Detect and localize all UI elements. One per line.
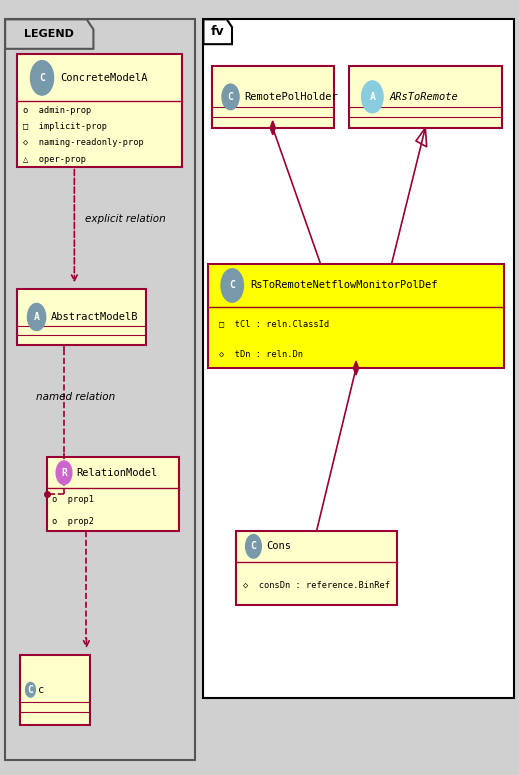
FancyBboxPatch shape <box>20 655 90 725</box>
Text: □  implicit-prop: □ implicit-prop <box>23 122 107 131</box>
Text: o  admin-prop: o admin-prop <box>23 106 91 115</box>
Circle shape <box>25 683 35 697</box>
Text: o  prop1: o prop1 <box>52 495 94 505</box>
FancyBboxPatch shape <box>17 289 146 345</box>
FancyBboxPatch shape <box>208 264 504 368</box>
Text: RelationModel: RelationModel <box>77 467 158 477</box>
Text: □  tCl : reln.ClassId: □ tCl : reln.ClassId <box>220 319 330 329</box>
Text: ◇  tDn : reln.Dn: ◇ tDn : reln.Dn <box>220 350 304 359</box>
Text: ◇  consDn : reference.BinRef: ◇ consDn : reference.BinRef <box>242 580 390 590</box>
Text: C: C <box>251 541 256 551</box>
Text: RsToRemoteNetflowMonitorPolDef: RsToRemoteNetflowMonitorPolDef <box>250 281 438 291</box>
FancyBboxPatch shape <box>236 531 397 604</box>
Text: fv: fv <box>211 26 225 38</box>
Circle shape <box>362 81 383 113</box>
Text: C: C <box>228 92 234 102</box>
FancyBboxPatch shape <box>203 19 514 698</box>
FancyBboxPatch shape <box>349 66 502 128</box>
Polygon shape <box>270 121 275 135</box>
Text: C: C <box>229 281 235 291</box>
FancyBboxPatch shape <box>5 19 195 760</box>
Text: A: A <box>370 92 375 102</box>
Circle shape <box>245 535 262 558</box>
Polygon shape <box>5 19 93 49</box>
Text: AbstractModelB: AbstractModelB <box>51 312 139 322</box>
Text: R: R <box>61 467 67 477</box>
Polygon shape <box>203 19 232 44</box>
Text: o  prop2: o prop2 <box>52 517 94 525</box>
Text: △  oper-prop: △ oper-prop <box>23 155 86 164</box>
Text: LEGEND: LEGEND <box>24 29 74 39</box>
Text: A: A <box>34 312 39 322</box>
Circle shape <box>221 269 243 302</box>
FancyBboxPatch shape <box>47 457 179 531</box>
Circle shape <box>222 84 239 109</box>
Text: ConcreteModelA: ConcreteModelA <box>61 73 148 83</box>
Circle shape <box>56 461 72 484</box>
Circle shape <box>31 60 53 95</box>
Text: RemotePolHolder: RemotePolHolder <box>244 92 338 102</box>
Circle shape <box>28 303 46 330</box>
FancyBboxPatch shape <box>17 54 182 167</box>
Text: Cons: Cons <box>266 541 291 551</box>
Text: named relation: named relation <box>36 392 116 401</box>
Text: C: C <box>39 73 45 83</box>
Text: «Rect»: «Rect» <box>80 57 119 67</box>
Text: C: C <box>28 685 33 694</box>
FancyBboxPatch shape <box>212 66 334 128</box>
Polygon shape <box>353 361 359 375</box>
Text: ARsToRemote: ARsToRemote <box>389 92 458 102</box>
Text: c: c <box>38 685 45 694</box>
Text: explicit relation: explicit relation <box>85 214 166 223</box>
Text: ◇  naming-readonly-prop: ◇ naming-readonly-prop <box>23 139 144 147</box>
